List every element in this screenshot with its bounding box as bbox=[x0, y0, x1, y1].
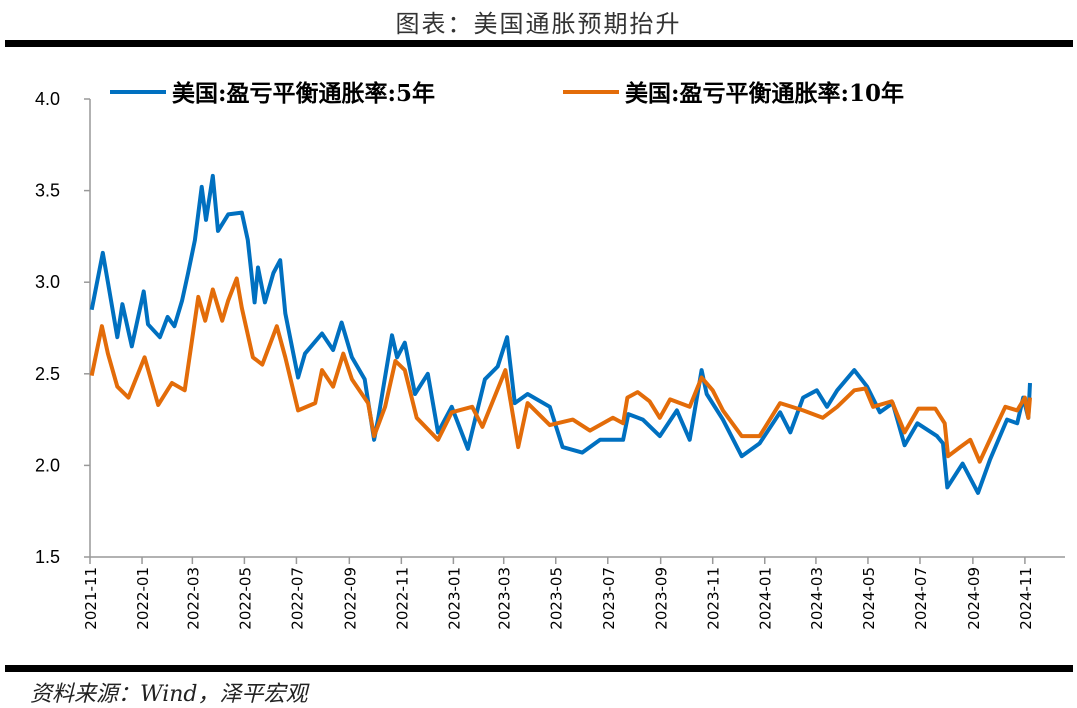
series-line-10y bbox=[89, 276, 1032, 464]
legend-label-5y: 美国:盈亏平衡通胀率:5年 bbox=[172, 80, 435, 107]
x-tick-label: 2023-03 bbox=[496, 567, 514, 630]
y-tick-label: 1.5 bbox=[35, 547, 60, 567]
y-tick-label: 4.0 bbox=[35, 89, 60, 109]
x-tick-label: 2022-05 bbox=[236, 567, 254, 630]
x-tick-label: 2022-09 bbox=[341, 567, 359, 630]
x-tick-label: 2023-09 bbox=[653, 567, 671, 630]
y-tick-label: 3.0 bbox=[35, 272, 60, 292]
series-lines bbox=[89, 173, 1032, 495]
chart-title: 图表：美国通胀预期抬升 bbox=[395, 10, 682, 38]
x-tick-label: 2024-05 bbox=[860, 567, 878, 630]
axes: 1.5 2.0 2.5 3.0 3.5 4.0 2021-11 2022-01 2022-03 2… bbox=[35, 89, 1065, 630]
x-tick-label: 2024-07 bbox=[912, 567, 930, 630]
legend-label-10y: 美国:盈亏平衡通胀率:10年 bbox=[625, 80, 904, 107]
x-tick-label: 2021-11 bbox=[82, 567, 100, 630]
y-tick-label: 2.5 bbox=[35, 364, 60, 384]
x-tick-label: 2023-07 bbox=[600, 567, 618, 630]
x-tick-label: 2024-09 bbox=[965, 567, 983, 630]
x-tick-label: 2022-01 bbox=[134, 567, 152, 630]
y-tick-label: 3.5 bbox=[35, 181, 60, 201]
y-tick-label: 2.0 bbox=[35, 455, 60, 475]
series-line-5y bbox=[89, 173, 1032, 495]
x-tick-label: 2024-11 bbox=[1017, 567, 1035, 630]
legend: 美国:盈亏平衡通胀率:5年 美国:盈亏平衡通胀率:10年 bbox=[110, 80, 904, 107]
x-tick-label: 2024-03 bbox=[808, 567, 826, 630]
x-tick-label: 2022-11 bbox=[393, 567, 411, 630]
x-tick-label: 2022-03 bbox=[184, 567, 202, 630]
source-note: 资料来源：Wind，泽平宏观 bbox=[30, 682, 308, 707]
x-tick-label: 2023-05 bbox=[548, 567, 566, 630]
x-tick-label: 2022-07 bbox=[288, 567, 306, 630]
top-divider bbox=[5, 40, 1073, 47]
x-tick-label: 2023-01 bbox=[445, 567, 463, 630]
x-tick-label: 2023-11 bbox=[705, 567, 723, 630]
bottom-divider bbox=[5, 665, 1073, 672]
x-tick-label: 2024-01 bbox=[757, 567, 775, 630]
